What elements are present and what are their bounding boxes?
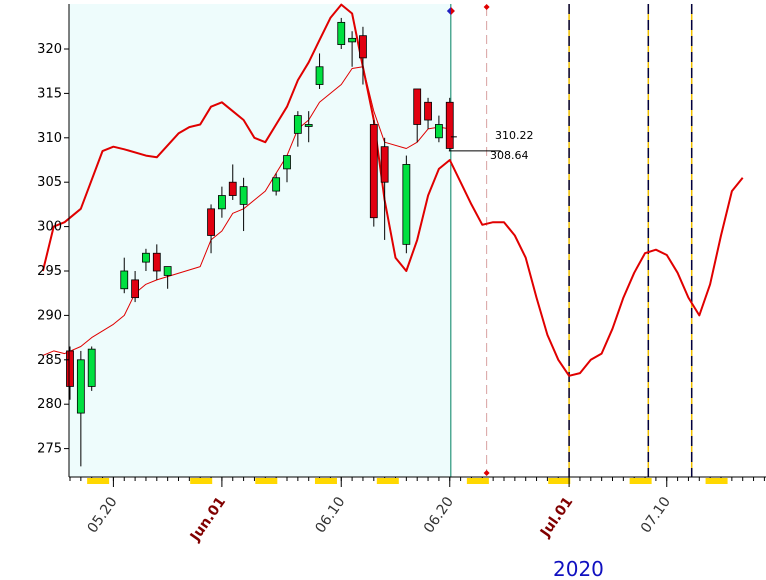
y-tick-label: 290	[37, 308, 62, 323]
candle-body	[337, 21, 346, 45]
y-tick-label: 295	[37, 264, 62, 279]
candle-body	[131, 279, 140, 299]
candle	[380, 137, 389, 240]
candle	[228, 164, 237, 200]
candle-body	[413, 88, 422, 125]
candle-body	[207, 208, 215, 236]
candle	[66, 346, 74, 400]
x-tick-label: 06.20	[421, 494, 457, 536]
candle	[304, 111, 313, 143]
candle-body	[304, 124, 313, 127]
candle	[359, 26, 367, 85]
candle	[76, 350, 85, 467]
price-labels: 310.22 308.64	[490, 129, 534, 162]
price-label-upper: 310.22	[495, 129, 534, 142]
y-tick-label: 305	[37, 175, 62, 190]
candle-body	[76, 359, 85, 414]
candle-body	[283, 155, 291, 170]
y-tick-label: 315	[37, 86, 62, 101]
candle	[163, 266, 172, 289]
upper-band-line	[41, 3, 744, 377]
candle	[369, 120, 378, 227]
candle	[217, 186, 226, 218]
candle-body	[445, 101, 454, 149]
candle	[337, 17, 346, 49]
projection-marker-bottom	[483, 470, 490, 476]
candle	[87, 346, 96, 391]
weekend-marker	[548, 478, 571, 484]
candle-body	[217, 195, 226, 210]
weekend-marker	[314, 478, 337, 484]
candle-body	[359, 35, 367, 59]
candle-body	[272, 177, 281, 192]
candle	[445, 97, 454, 152]
y-tick-label: 275	[37, 442, 62, 457]
weekend-marker	[705, 478, 728, 484]
weekend-marker	[629, 478, 652, 484]
candle	[207, 204, 215, 254]
projection-marker-top	[483, 4, 490, 10]
candle-body	[369, 124, 378, 219]
candle	[152, 244, 161, 280]
y-tick-label: 280	[37, 397, 62, 412]
candle	[402, 155, 411, 254]
vertical-markers	[446, 4, 693, 477]
weekend-marker	[255, 478, 278, 484]
year-label: 2020	[553, 557, 604, 580]
candle	[424, 97, 432, 129]
candle-body	[163, 266, 172, 276]
candle-body	[152, 252, 161, 272]
weekend-marker	[87, 478, 110, 484]
today-marker-half	[450, 7, 455, 15]
weekend-marker	[190, 478, 213, 484]
candle-body	[315, 66, 324, 85]
x-tick-label: Jun.01	[187, 494, 229, 545]
x-tick-label: Jul.01	[537, 494, 576, 541]
lower-band-line	[42, 66, 450, 356]
candle	[131, 271, 140, 303]
y-tick-label: 300	[37, 220, 62, 235]
candle	[272, 173, 281, 196]
history-background	[69, 4, 451, 477]
candle	[293, 111, 302, 147]
weekend-marker	[376, 478, 399, 484]
candle-body	[239, 186, 248, 205]
candle	[283, 155, 291, 183]
candle-body	[87, 348, 96, 387]
candle-body	[66, 350, 74, 387]
candle	[239, 177, 248, 232]
candle	[120, 257, 129, 294]
candle-body	[228, 181, 237, 196]
candle-body	[380, 146, 389, 183]
candle-body	[424, 101, 432, 121]
candle	[348, 31, 357, 67]
x-tick-label: 07.10	[638, 494, 674, 536]
candle-body	[120, 270, 129, 290]
candle-body	[434, 124, 443, 139]
band-lines	[41, 3, 744, 377]
x-tick-label: 06.10	[312, 494, 348, 536]
y-tick-label: 310	[37, 131, 62, 146]
x-tick-label: 05.20	[85, 494, 121, 536]
candle	[315, 53, 324, 89]
candle-body	[402, 164, 411, 245]
candle-body	[348, 37, 357, 43]
candle	[413, 88, 422, 143]
candle-body	[293, 115, 302, 134]
candle	[142, 248, 150, 271]
y-tick-label: 285	[37, 353, 62, 368]
candles	[66, 17, 501, 467]
weekend-marker	[466, 478, 489, 484]
candle-body	[142, 252, 150, 263]
candle	[434, 115, 443, 143]
axes	[68, 4, 766, 484]
price-label-lower: 308.64	[490, 149, 529, 162]
y-tick-label: 320	[37, 42, 62, 57]
